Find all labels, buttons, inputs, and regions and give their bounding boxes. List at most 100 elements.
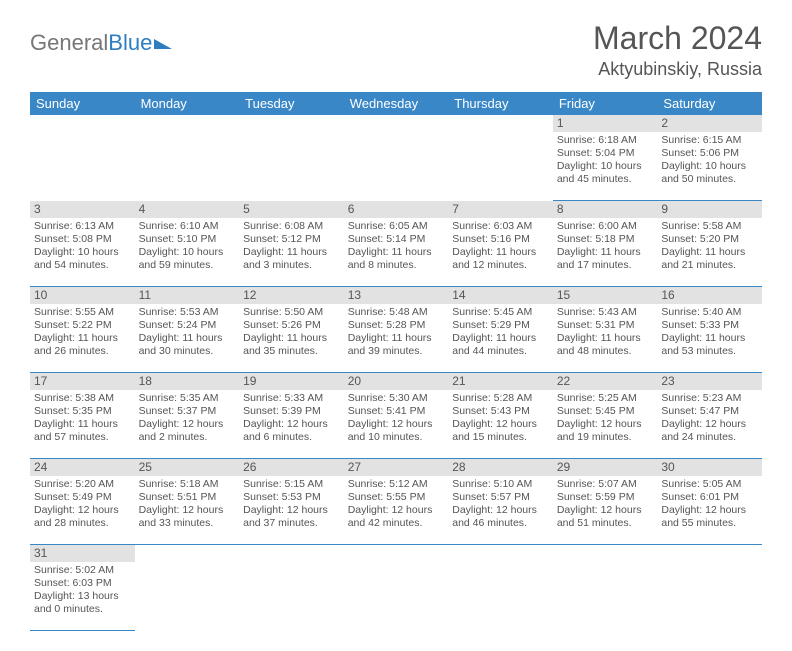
day-number: 20	[344, 373, 449, 391]
sunset-text: Sunset: 5:20 PM	[661, 233, 758, 246]
day-number: 30	[657, 459, 762, 477]
sunrise-text: Sunrise: 5:20 AM	[34, 478, 131, 491]
month-title: March 2024	[593, 20, 762, 57]
daylight-text-1: Daylight: 13 hours	[34, 590, 131, 603]
daylight-text-1: Daylight: 11 hours	[557, 332, 654, 345]
day-detail-row: Sunrise: 5:20 AMSunset: 5:49 PMDaylight:…	[30, 476, 762, 545]
sunrise-text: Sunrise: 6:10 AM	[139, 220, 236, 233]
sunrise-text: Sunrise: 5:25 AM	[557, 392, 654, 405]
daylight-text-2: and 10 minutes.	[348, 431, 445, 444]
day-cell	[344, 132, 449, 201]
day-cell: Sunrise: 5:07 AMSunset: 5:59 PMDaylight:…	[553, 476, 658, 545]
day-number	[344, 545, 449, 563]
sunset-text: Sunset: 5:49 PM	[34, 491, 131, 504]
day-cell	[448, 132, 553, 201]
daylight-text-1: Daylight: 12 hours	[243, 418, 340, 431]
daylight-text-2: and 6 minutes.	[243, 431, 340, 444]
sunrise-text: Sunrise: 6:18 AM	[557, 134, 654, 147]
sail-icon	[154, 39, 172, 49]
day-cell	[448, 562, 553, 631]
sunset-text: Sunset: 5:16 PM	[452, 233, 549, 246]
daylight-text-2: and 26 minutes.	[34, 345, 131, 358]
sunset-text: Sunset: 5:29 PM	[452, 319, 549, 332]
daylight-text-2: and 28 minutes.	[34, 517, 131, 530]
daylight-text-2: and 21 minutes.	[661, 259, 758, 272]
day-cell: Sunrise: 6:00 AMSunset: 5:18 PMDaylight:…	[553, 218, 658, 287]
daylight-text-1: Daylight: 11 hours	[557, 246, 654, 259]
day-header: Tuesday	[239, 92, 344, 115]
day-header: Wednesday	[344, 92, 449, 115]
day-header: Thursday	[448, 92, 553, 115]
daylight-text-2: and 33 minutes.	[139, 517, 236, 530]
sunset-text: Sunset: 5:08 PM	[34, 233, 131, 246]
sunset-text: Sunset: 5:55 PM	[348, 491, 445, 504]
day-number	[30, 115, 135, 132]
day-number: 3	[30, 201, 135, 219]
daylight-text-1: Daylight: 11 hours	[34, 332, 131, 345]
daylight-text-1: Daylight: 12 hours	[557, 418, 654, 431]
day-number	[135, 545, 240, 563]
daylight-text-1: Daylight: 10 hours	[661, 160, 758, 173]
day-cell: Sunrise: 5:35 AMSunset: 5:37 PMDaylight:…	[135, 390, 240, 459]
sunset-text: Sunset: 5:04 PM	[557, 147, 654, 160]
daylight-text-1: Daylight: 10 hours	[557, 160, 654, 173]
daylight-text-1: Daylight: 10 hours	[139, 246, 236, 259]
sunset-text: Sunset: 5:37 PM	[139, 405, 236, 418]
daylight-text-1: Daylight: 11 hours	[34, 418, 131, 431]
sunrise-text: Sunrise: 6:05 AM	[348, 220, 445, 233]
sunset-text: Sunset: 5:33 PM	[661, 319, 758, 332]
day-cell: Sunrise: 5:20 AMSunset: 5:49 PMDaylight:…	[30, 476, 135, 545]
day-cell: Sunrise: 6:05 AMSunset: 5:14 PMDaylight:…	[344, 218, 449, 287]
daylight-text-2: and 35 minutes.	[243, 345, 340, 358]
day-detail-row: Sunrise: 6:13 AMSunset: 5:08 PMDaylight:…	[30, 218, 762, 287]
sunset-text: Sunset: 5:24 PM	[139, 319, 236, 332]
sunrise-text: Sunrise: 5:15 AM	[243, 478, 340, 491]
day-cell: Sunrise: 5:18 AMSunset: 5:51 PMDaylight:…	[135, 476, 240, 545]
sunset-text: Sunset: 5:14 PM	[348, 233, 445, 246]
sunset-text: Sunset: 5:12 PM	[243, 233, 340, 246]
sunset-text: Sunset: 5:22 PM	[34, 319, 131, 332]
sunrise-text: Sunrise: 5:05 AM	[661, 478, 758, 491]
day-number-row: 24252627282930	[30, 459, 762, 477]
day-number: 9	[657, 201, 762, 219]
day-cell	[553, 562, 658, 631]
daylight-text-2: and 0 minutes.	[34, 603, 131, 616]
day-cell: Sunrise: 5:48 AMSunset: 5:28 PMDaylight:…	[344, 304, 449, 373]
header: GeneralBlue March 2024 Aktyubinskiy, Rus…	[30, 20, 762, 80]
day-header: Sunday	[30, 92, 135, 115]
daylight-text-2: and 54 minutes.	[34, 259, 131, 272]
day-number: 10	[30, 287, 135, 305]
sunrise-text: Sunrise: 5:48 AM	[348, 306, 445, 319]
sunrise-text: Sunrise: 6:13 AM	[34, 220, 131, 233]
day-number	[239, 115, 344, 132]
day-number: 8	[553, 201, 658, 219]
day-number: 28	[448, 459, 553, 477]
day-cell: Sunrise: 5:12 AMSunset: 5:55 PMDaylight:…	[344, 476, 449, 545]
daylight-text-2: and 42 minutes.	[348, 517, 445, 530]
day-number: 4	[135, 201, 240, 219]
logo-text-2: Blue	[108, 30, 152, 56]
daylight-text-2: and 55 minutes.	[661, 517, 758, 530]
day-detail-row: Sunrise: 6:18 AMSunset: 5:04 PMDaylight:…	[30, 132, 762, 201]
daylight-text-2: and 24 minutes.	[661, 431, 758, 444]
day-cell: Sunrise: 5:25 AMSunset: 5:45 PMDaylight:…	[553, 390, 658, 459]
daylight-text-2: and 53 minutes.	[661, 345, 758, 358]
day-detail-row: Sunrise: 5:55 AMSunset: 5:22 PMDaylight:…	[30, 304, 762, 373]
daylight-text-2: and 37 minutes.	[243, 517, 340, 530]
day-number	[239, 545, 344, 563]
daylight-text-1: Daylight: 10 hours	[34, 246, 131, 259]
day-header-row: SundayMondayTuesdayWednesdayThursdayFrid…	[30, 92, 762, 115]
daylight-text-1: Daylight: 11 hours	[348, 246, 445, 259]
daylight-text-2: and 2 minutes.	[139, 431, 236, 444]
day-number: 1	[553, 115, 658, 132]
day-cell: Sunrise: 6:13 AMSunset: 5:08 PMDaylight:…	[30, 218, 135, 287]
sunrise-text: Sunrise: 5:28 AM	[452, 392, 549, 405]
day-cell: Sunrise: 5:02 AMSunset: 6:03 PMDaylight:…	[30, 562, 135, 631]
day-number: 27	[344, 459, 449, 477]
day-number: 2	[657, 115, 762, 132]
day-number	[344, 115, 449, 132]
daylight-text-2: and 44 minutes.	[452, 345, 549, 358]
sunset-text: Sunset: 5:06 PM	[661, 147, 758, 160]
calendar-table: SundayMondayTuesdayWednesdayThursdayFrid…	[30, 92, 762, 631]
sunset-text: Sunset: 5:51 PM	[139, 491, 236, 504]
